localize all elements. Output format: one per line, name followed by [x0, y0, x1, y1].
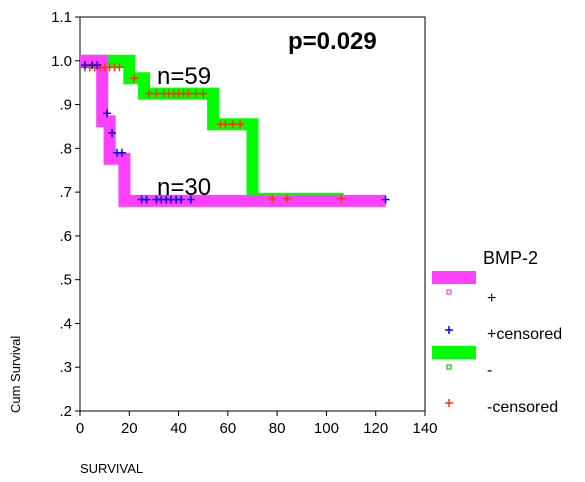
series-line-positive — [80, 54, 386, 207]
y-tick-label: .8 — [59, 140, 72, 157]
censored-mark-negative-9 — [145, 89, 153, 98]
legend-label-negative: - — [487, 362, 492, 379]
legend-swatch-negative-marker — [446, 364, 452, 370]
y-axis-title: Cum Survival — [8, 336, 23, 413]
censored-mark-negative-16 — [184, 89, 193, 98]
n-label-negative: n=59 — [157, 63, 211, 90]
legend-swatch-negative-line — [432, 346, 476, 359]
y-tick-label: .5 — [59, 272, 72, 289]
y-tick-label: 1.1 — [51, 9, 72, 26]
censored-mark-positive-16 — [381, 195, 390, 204]
legend-label-positive-censored: +censored — [487, 326, 562, 343]
censored-mark-positive-2 — [93, 61, 102, 70]
y-tick-label: .6 — [59, 228, 72, 245]
axes: 0 20 40 60 80 100 120 140 .2 .3 .4 .5 .6 .7 .8 .9 1.0 1.1 — [51, 9, 437, 437]
n-label-positive: n=30 — [157, 174, 211, 201]
y-tick-label: .2 — [59, 403, 72, 420]
series-layer — [80, 54, 390, 207]
censored-mark-negative-23 — [268, 194, 277, 203]
legend-label-positive: + — [487, 290, 496, 307]
legend-title: BMP-2 — [483, 248, 538, 268]
censored-mark-negative-18 — [199, 89, 208, 98]
y-tick-label: .4 — [59, 315, 72, 332]
y-tick-label: .3 — [59, 359, 72, 376]
censored-mark-negative-7 — [115, 63, 124, 72]
legend-label-negative-censored: -censored — [487, 399, 558, 416]
censored-mark-negative-20 — [221, 120, 230, 129]
x-tick-label: 80 — [269, 420, 286, 437]
censored-mark-positive-3 — [103, 109, 112, 118]
censored-mark-negative-22 — [236, 120, 245, 129]
x-tick-label: 100 — [314, 420, 339, 437]
censored-mark-negative-17 — [191, 89, 200, 98]
censored-mark-positive-15 — [186, 195, 195, 204]
censored-mark-negative-10 — [152, 89, 161, 98]
y-tick-label: 1.0 — [51, 53, 72, 70]
x-tick-label: 60 — [220, 420, 237, 437]
legend-swatch-negative-censored — [445, 399, 453, 407]
censored-mark-negative-24 — [283, 194, 291, 203]
censored-mark-negative-25 — [337, 194, 346, 203]
legend-swatch-positive-line — [432, 271, 476, 284]
p-value-label: p=0.029 — [288, 28, 377, 55]
censored-mark-positive-0 — [80, 61, 89, 70]
y-tick-label: .7 — [59, 184, 72, 201]
censored-mark-negative-8 — [130, 74, 139, 83]
x-tick-label: 120 — [363, 420, 388, 437]
censored-mark-positive-6 — [117, 148, 126, 157]
censored-mark-positive-8 — [142, 195, 151, 204]
x-tick-label: 0 — [76, 420, 84, 437]
plot-area — [79, 16, 426, 412]
censored-mark-positive-14 — [177, 195, 186, 204]
x-axis-title: SURVIVAL — [80, 461, 143, 476]
x-tick-label: 140 — [412, 420, 437, 437]
x-tick-label: 20 — [121, 420, 138, 437]
censored-mark-positive-4 — [108, 129, 117, 138]
censored-mark-negative-21 — [228, 120, 237, 129]
legend: BMP-2 + +censored - -censored — [432, 248, 562, 416]
legend-swatch-positive-marker — [446, 289, 452, 295]
plot-frame — [79, 16, 426, 412]
legend-swatch-positive-censored — [445, 326, 453, 334]
y-tick-label: .9 — [59, 97, 72, 114]
x-tick-label: 40 — [170, 420, 187, 437]
